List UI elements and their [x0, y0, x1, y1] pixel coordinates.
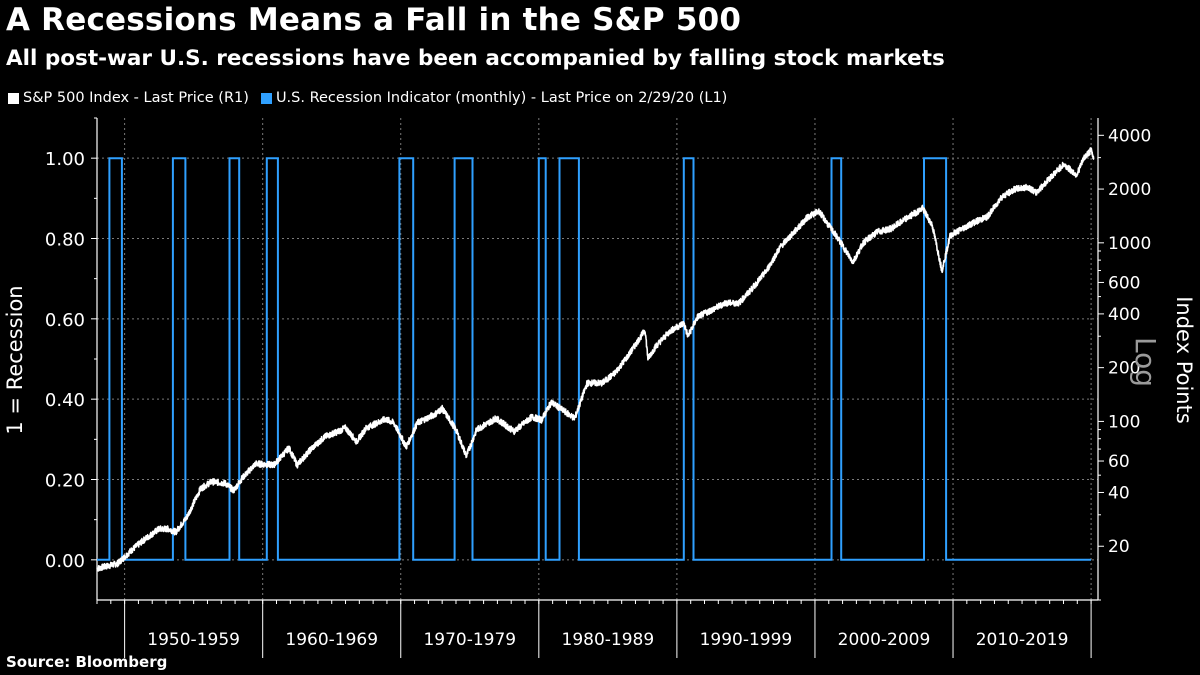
right-tick-label: 60: [1108, 452, 1130, 472]
left-tick-label: 0.40: [45, 390, 85, 411]
log-scale-note: Log: [1129, 337, 1162, 387]
x-tick-label: 1980-1989: [562, 630, 655, 650]
axes: [96, 118, 1099, 601]
x-tick-label: 2010-2019: [976, 630, 1069, 650]
x-tick-label: 1970-1979: [423, 630, 516, 650]
series-recession: [96, 157, 1092, 561]
recession-line: [97, 157, 1092, 561]
left-tick-label: 0.60: [45, 310, 85, 331]
legend-label-sp500: S&P 500 Index - Last Price (R1): [23, 90, 249, 106]
left-axis-label: 1 = Recession: [3, 285, 27, 434]
left-tick-label: 1.00: [45, 149, 85, 170]
chart-legend: S&P 500 Index - Last Price (R1) U.S. Rec…: [8, 90, 739, 106]
x-tick-label: 1950-1959: [147, 630, 240, 650]
right-tick-label: 40: [1108, 483, 1130, 503]
right-tick-label: 100: [1108, 412, 1140, 432]
right-tick-label: 400: [1108, 305, 1140, 325]
legend-swatch-sp500: [8, 92, 19, 104]
x-tick-label: 1990-1999: [700, 630, 793, 650]
series-sp500: [96, 147, 1095, 572]
right-axis-label: Index Points: [1172, 296, 1196, 424]
right-tick-label: 200: [1108, 359, 1140, 379]
grid-lines: [97, 118, 1098, 600]
left-axis-ticks: 0.00 0.20 0.40 0.60 0.80 1.00: [45, 117, 97, 572]
right-axis-ticks: 20 40 60 100 200 400 600 1000 2000 4000: [1098, 126, 1151, 601]
right-tick-label: 20: [1108, 537, 1130, 557]
chart-subtitle: All post-war U.S. recessions have been a…: [6, 46, 945, 71]
x-tick-label: 1960-1969: [285, 630, 378, 650]
x-axis-ticks: 1950-1959 1960-1969 1970-1979 1980-1989 1990…: [96, 600, 1092, 658]
left-tick-label: 0.20: [45, 471, 85, 492]
source-note: Source: Bloomberg: [6, 653, 168, 671]
chart-title: A Recessions Means a Fall in the S&P 500: [6, 2, 742, 38]
legend-item-sp500: S&P 500 Index - Last Price (R1): [8, 90, 249, 106]
right-tick-label: 1000: [1108, 234, 1151, 254]
legend-item-recession: U.S. Recession Indicator (monthly) - Las…: [260, 90, 728, 106]
left-tick-label: 0.80: [45, 230, 85, 251]
legend-label-recession: U.S. Recession Indicator (monthly) - Las…: [275, 90, 728, 106]
right-tick-label: 600: [1108, 273, 1140, 293]
left-tick-label: 0.00: [45, 551, 85, 572]
x-tick-label: 2000-2009: [838, 630, 931, 650]
legend-swatch-recession: [260, 92, 272, 104]
sp500-line: [96, 147, 1095, 572]
right-tick-label: 4000: [1108, 126, 1151, 146]
right-tick-label: 2000: [1108, 180, 1151, 200]
